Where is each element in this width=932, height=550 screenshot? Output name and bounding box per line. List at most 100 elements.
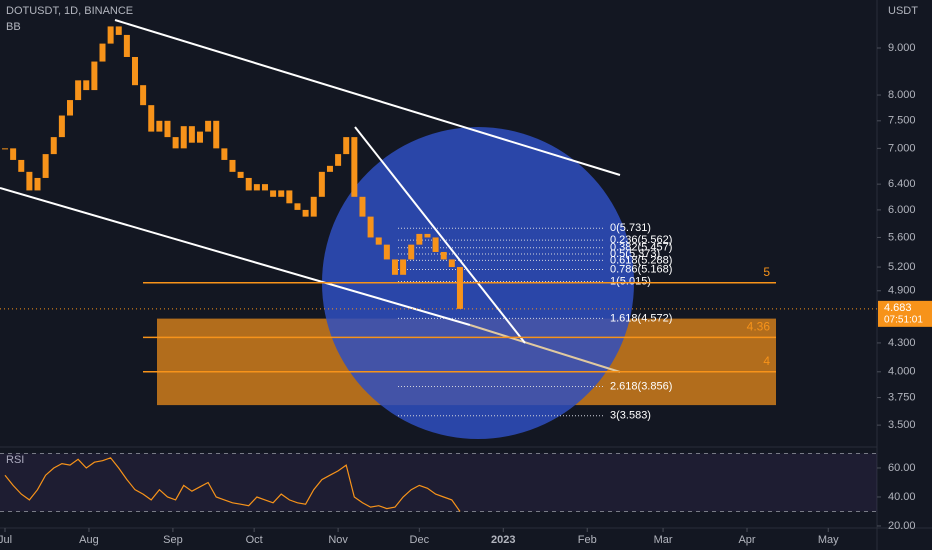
y-tick-label: 8.000 [888,89,916,101]
y-tick-label: 9.000 [888,42,916,54]
candle [91,61,98,91]
rsi-tick-label: 20.00 [888,520,916,532]
candle [123,34,130,57]
channel-upper [114,19,621,176]
x-tick-label: Oct [246,534,263,546]
candle [221,148,228,160]
fib-label: 0(5.731) [610,222,651,234]
candle [164,120,171,138]
candle [310,196,317,217]
candle [432,237,439,252]
countdown: 07:51:01 [884,314,923,325]
indicator: BB [6,21,21,33]
candle [75,80,82,101]
y-tick-label: 7.000 [888,142,916,154]
candle [99,43,106,62]
candle [335,154,342,166]
channel-lower-ext [469,324,621,373]
y-tick-label: 3.500 [888,419,916,431]
candle [391,259,398,275]
candle [172,137,179,149]
fib-label: 1.618(4.572) [610,312,672,324]
candle [245,177,252,191]
candle [261,184,268,191]
candle [50,137,57,155]
candle [205,120,212,132]
y-tick-label: 7.500 [888,115,916,127]
candle [229,159,236,172]
x-tick-label: May [818,534,839,546]
x-tick-label: Feb [578,534,597,546]
candle [294,203,301,210]
last-price-label: 4.683 [884,302,912,314]
fib-label: 0.5(5.373) [610,248,660,260]
y-tick-label: 4.300 [888,337,916,349]
candle [156,120,163,132]
candle [448,259,455,268]
fib-label: 0.236(5.562) [610,234,672,246]
candle [326,165,333,172]
level-label: 4 [763,354,770,368]
fib-label: 0.382(5.457) [610,242,672,254]
rsi-tick-label: 60.00 [888,462,916,474]
candle [18,159,25,172]
rsi-band [0,453,877,512]
candle [440,251,447,260]
candle [416,233,423,245]
currency: USDT [888,5,918,17]
candle [34,177,41,191]
candle [83,80,90,91]
level-label: 5 [763,265,770,279]
candle [408,244,415,260]
rsi-tick-label: 40.00 [888,491,916,503]
candle [237,171,244,178]
fib-label: 3(3.583) [610,410,651,422]
level-label: 4.36 [747,320,771,334]
candle [58,115,65,138]
fib-label: 1(5.015) [610,275,651,287]
candle [253,184,260,191]
y-tick-label: 3.750 [888,391,916,403]
x-tick-label: Jul [0,534,12,546]
price-pane: 0(5.731)0.236(5.562)0.382(5.457)0.5(5.37… [2,26,672,422]
fib-label: 0.618(5.288) [610,254,672,266]
rsi-title: RSI [6,454,24,466]
candle [367,216,374,238]
candle [140,85,147,106]
symbol: DOTUSDT, 1D, BINANCE [6,5,133,17]
candle [343,137,350,155]
candle [383,244,390,260]
candle [188,126,195,143]
y-tick-label: 4.900 [888,285,916,297]
candle [2,148,9,150]
y-tick-label: 5.600 [888,231,916,243]
fib-label: 0.786(5.168) [610,263,672,275]
fib-label: 2.618(3.856) [610,380,672,392]
candle [196,131,203,143]
candle [26,171,33,191]
candle [131,56,138,86]
candle [375,237,382,245]
candle [278,190,285,197]
candle [302,209,309,217]
candle [400,259,407,275]
channel-lower [0,187,471,326]
candle [42,154,49,178]
candle [148,105,155,132]
last-price-box [878,300,932,327]
x-tick-label: Dec [410,534,430,546]
y-tick-label: 4.000 [888,366,916,378]
x-tick-label: Aug [79,534,99,546]
y-tick-label: 6.400 [888,178,916,190]
candle [286,190,293,204]
candle [115,26,122,35]
candle [213,120,220,149]
x-tick-label: 2023 [491,534,515,546]
candle [107,26,114,44]
x-tick-label: Nov [328,534,348,546]
x-tick-label: Sep [163,534,183,546]
candle [456,267,463,309]
candle [424,233,431,238]
